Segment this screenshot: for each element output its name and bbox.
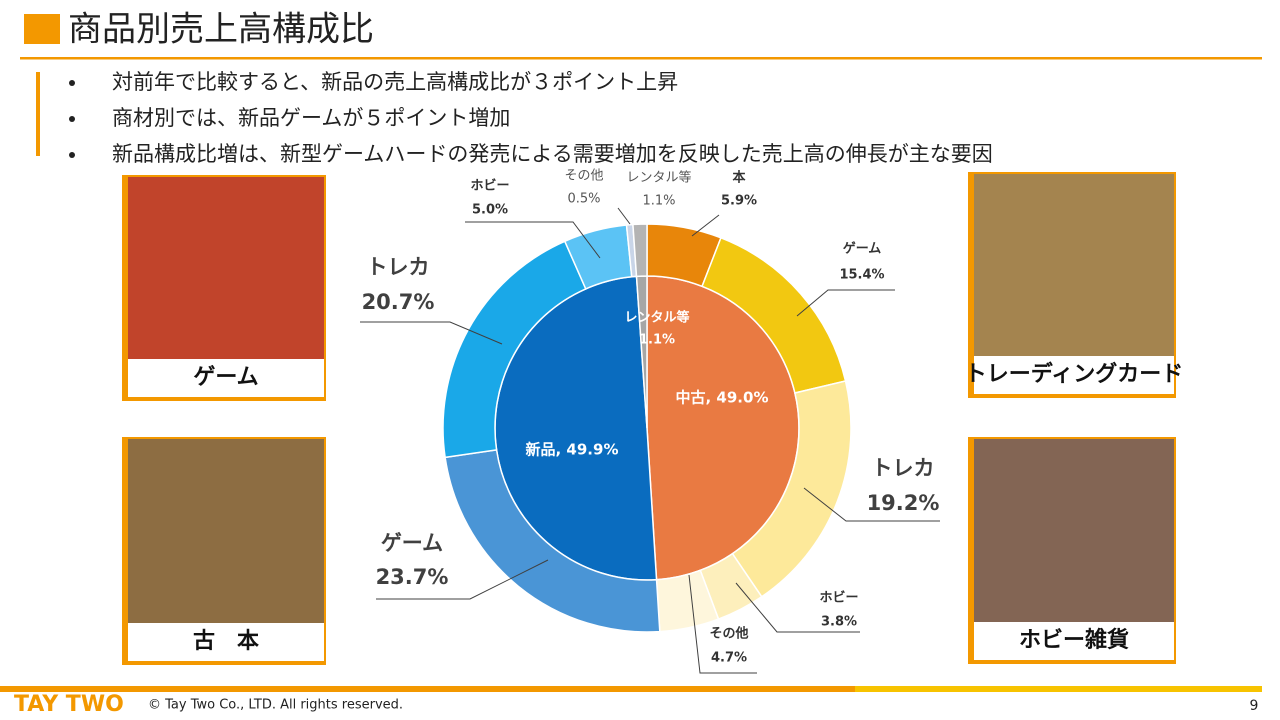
page-number: 9 xyxy=(1250,698,1259,714)
leader-line xyxy=(735,582,860,633)
leader-line xyxy=(465,221,601,259)
bullet-text: 対前年で比較すると、新品の売上高構成比が３ポイント上昇 xyxy=(112,70,678,94)
slice-value-label: 3.8% xyxy=(821,615,857,630)
slice-name: レンタル等 xyxy=(626,170,691,186)
slice-value-label: 19.2% xyxy=(867,491,940,515)
slice-value-label: 0.5% xyxy=(567,192,600,207)
slice-value-label: 15.4% xyxy=(839,268,884,283)
caption-box xyxy=(128,623,324,661)
leader-line xyxy=(803,487,940,522)
slice-value-label: 23.7% xyxy=(376,565,449,589)
slice-value-label: 1.1% xyxy=(639,333,675,348)
photo-caption: 古 本 xyxy=(193,628,259,654)
copyright: © Tay Two Co., LTD. All rights reserved. xyxy=(148,698,403,713)
caption-box xyxy=(974,622,1174,660)
leader-line xyxy=(376,559,549,600)
caption-box xyxy=(128,359,324,397)
bullets: 対前年で比較すると、新品の売上高構成比が３ポイント上昇商材別では、新品ゲームが５… xyxy=(69,70,993,166)
slice-name: ホビー xyxy=(819,590,858,606)
slide-title: 商品別売上高構成比 xyxy=(68,10,374,50)
slice-value-label: 4.7% xyxy=(711,651,747,666)
slice-name: トレカ xyxy=(367,255,430,279)
title-mark xyxy=(24,14,60,44)
slice-name: その他 xyxy=(709,626,748,642)
slice-value-label: 20.7% xyxy=(362,290,435,314)
caption-box xyxy=(974,356,1174,394)
leader-line xyxy=(691,214,720,237)
slice-value-label: 5.9% xyxy=(721,194,757,209)
donut-chart: 中古, 49.0% 新品, 49.9% レンタル等 1.1% 本 5.9% ゲーム 15.4%… xyxy=(360,169,940,674)
bullet-dot xyxy=(69,80,75,86)
slice-value-label: 1.1% xyxy=(642,194,675,209)
footer-bar xyxy=(0,686,855,692)
slice-name: ゲーム xyxy=(381,531,443,555)
title-rule xyxy=(20,57,1262,60)
leader-line xyxy=(617,207,631,225)
bullet-text: 新品構成比増は、新型ゲームハードの発売による需要増加を反映した売上高の伸長が主な… xyxy=(112,142,993,166)
slice-name: トレカ xyxy=(872,456,935,480)
leader-line xyxy=(688,574,757,674)
photo-caption: トレーディングカード xyxy=(965,361,1183,387)
donut-slice xyxy=(632,223,648,278)
logo: TAY TWO xyxy=(14,692,124,717)
slice-name: ゲーム xyxy=(843,241,882,257)
slice-value-label: 新品, 49.9% xyxy=(526,441,619,459)
slice-value-label: 中古, 49.0% xyxy=(676,389,769,407)
slice-name: ホビー xyxy=(470,178,509,194)
leader-line xyxy=(360,321,503,345)
photo-caption: ゲーム xyxy=(193,365,258,390)
slice-name: レンタル等 xyxy=(624,310,689,326)
slice-value-label: 5.0% xyxy=(472,203,508,218)
slice-name: 本 xyxy=(732,170,745,186)
footer-bar xyxy=(855,686,1262,692)
bullet-dot xyxy=(69,116,75,122)
leader-line xyxy=(796,289,895,317)
bullet-bar xyxy=(36,72,40,156)
photo-caption: ホビー雑貨 xyxy=(1019,627,1129,653)
slice-name: その他 xyxy=(564,169,603,184)
bullet-dot xyxy=(69,152,75,158)
bullet-text: 商材別では、新品ゲームが５ポイント増加 xyxy=(112,106,510,130)
